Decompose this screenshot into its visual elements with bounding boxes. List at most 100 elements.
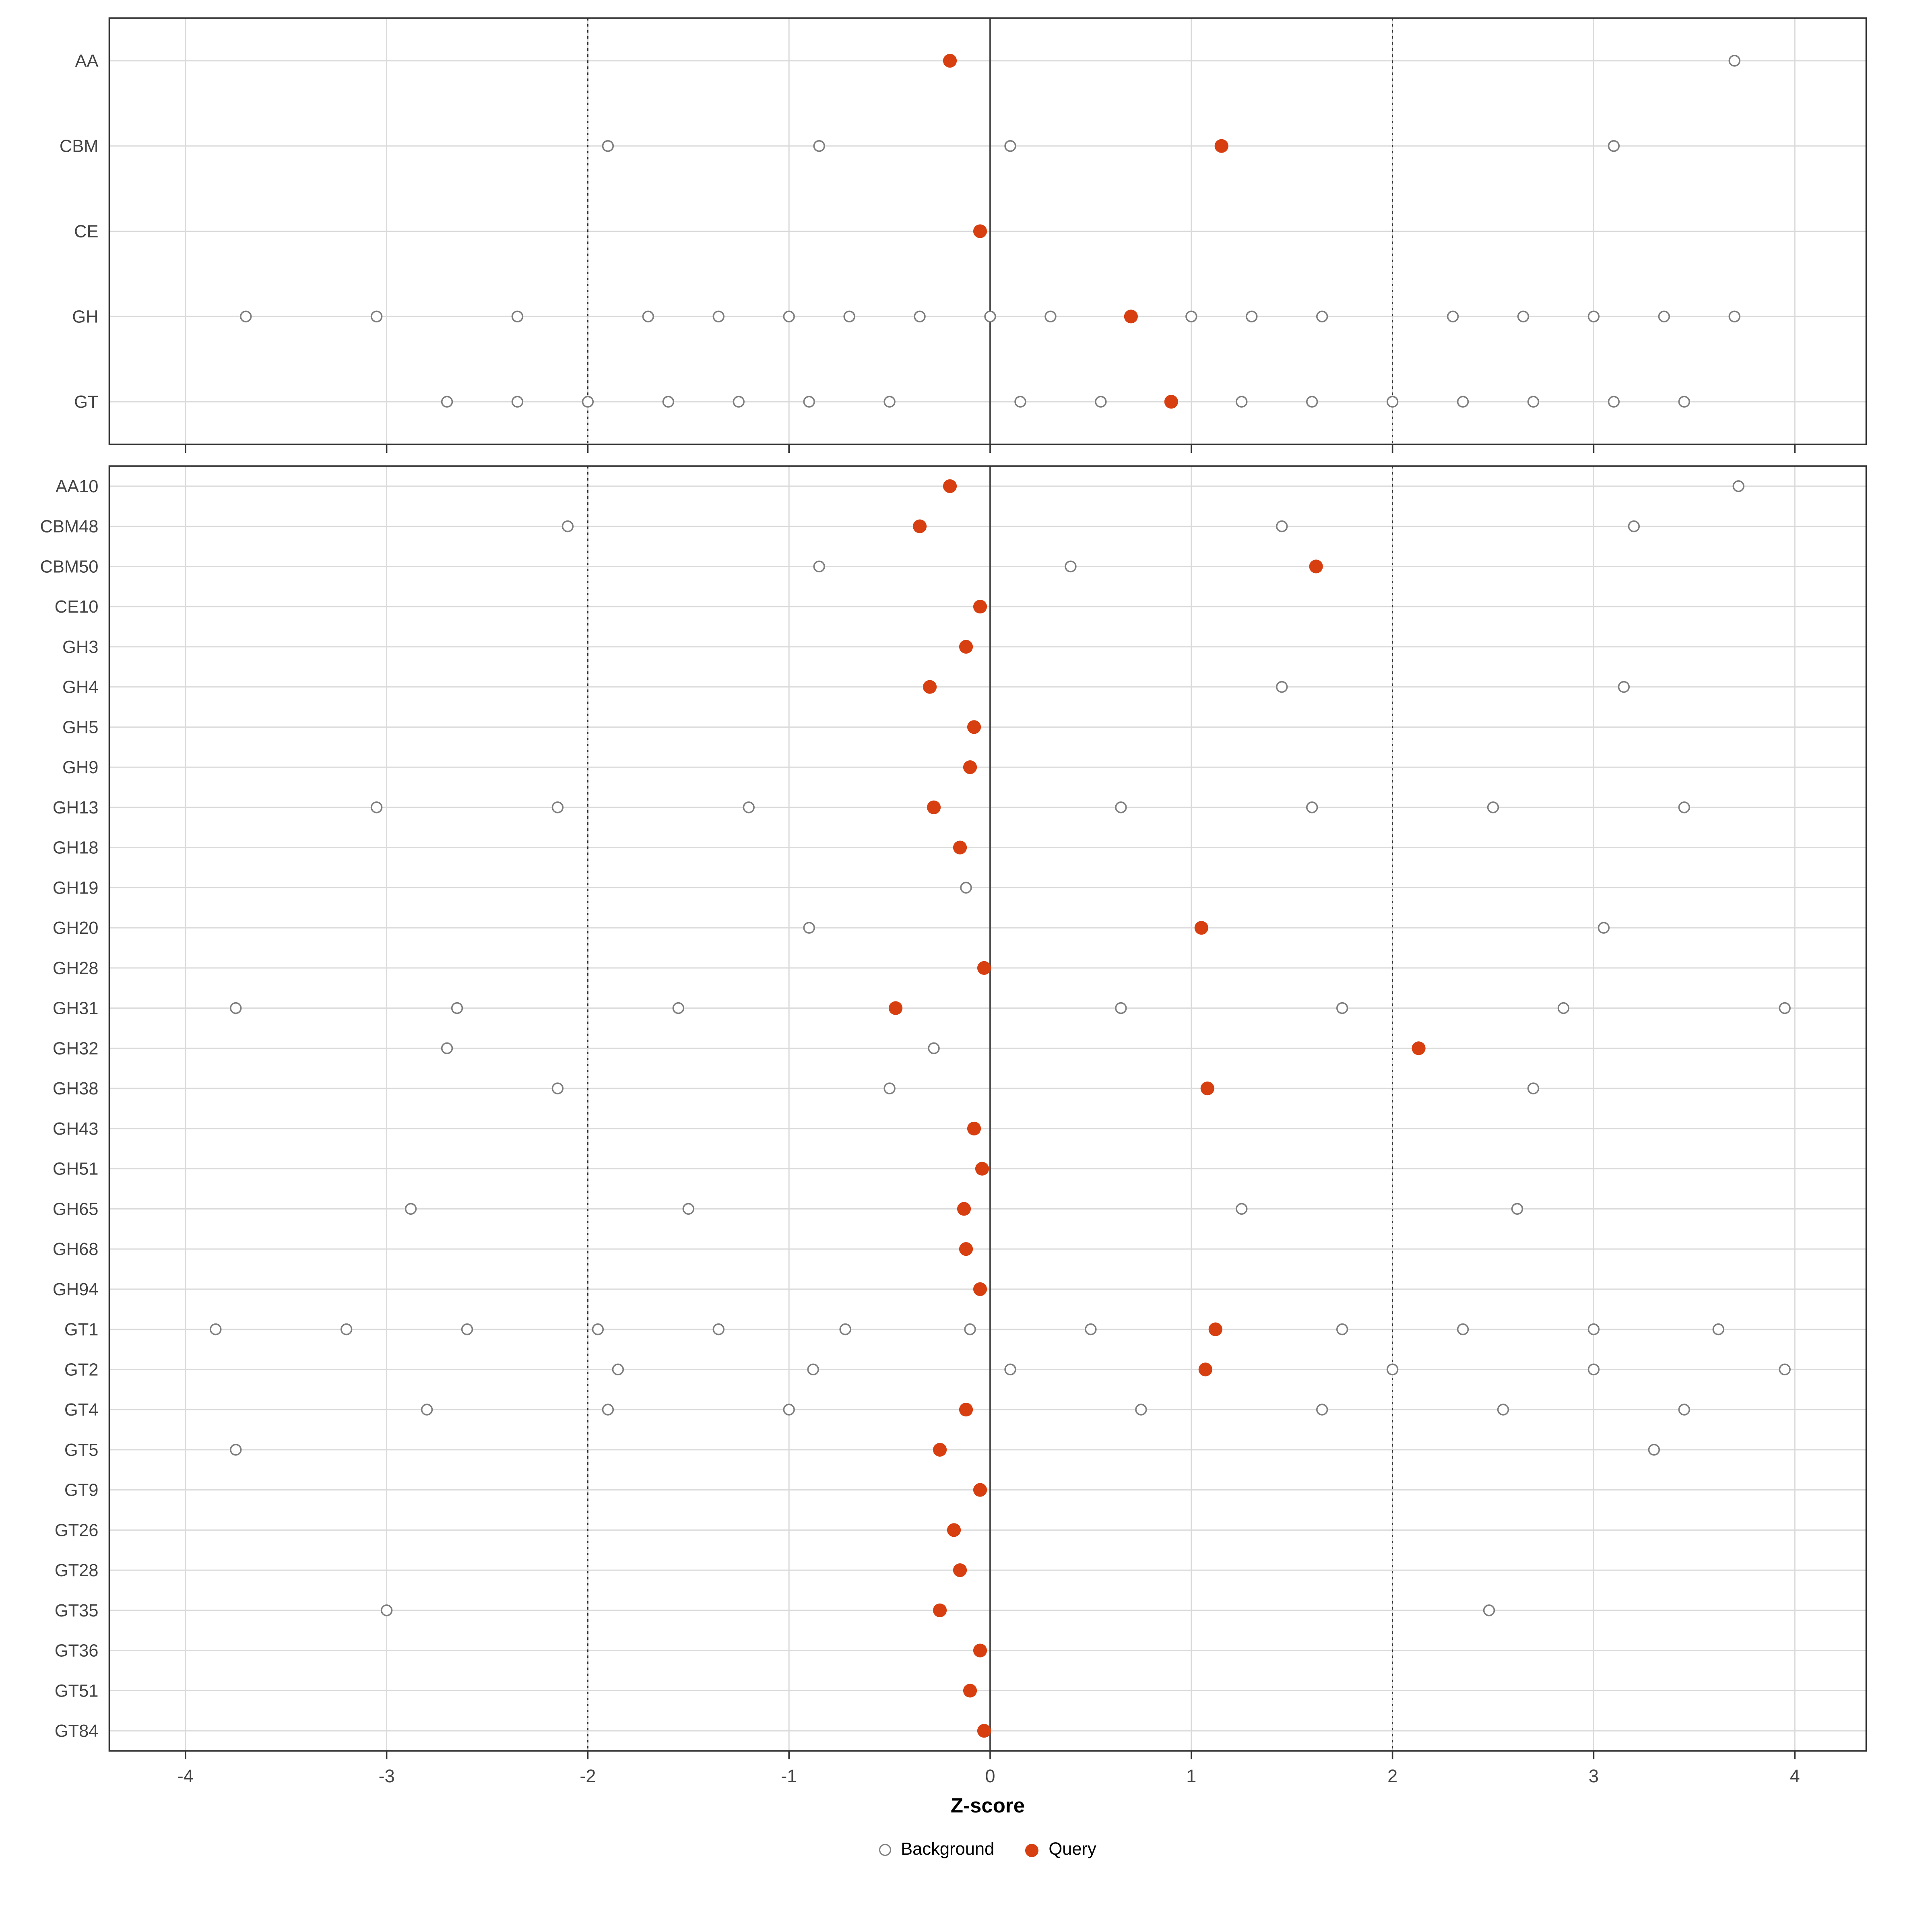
query-point [1208,1322,1222,1336]
background-point [672,1002,685,1014]
background-point [712,1323,724,1335]
background-point [511,310,524,323]
query-point [973,1643,987,1657]
y-axis-category-label: GH51 [53,1160,99,1179]
query-point [912,519,927,533]
background-point [642,310,654,323]
background-point [1557,1002,1570,1014]
y-axis-category-label: GH20 [53,919,99,938]
background-point [843,310,855,323]
background-point [783,1404,795,1416]
query-point [947,1523,961,1537]
background-point [1085,1323,1097,1335]
background-point [1115,801,1127,813]
query-point [977,1724,991,1738]
y-axis-category-label: GH65 [53,1199,99,1219]
y-axis-category-label: GT [74,392,98,412]
y-axis-category-label: GT84 [55,1721,99,1741]
background-point [1386,1363,1399,1376]
background-point [370,801,383,813]
background-point [1236,1203,1248,1215]
y-axis-category-label: GH3 [62,638,98,657]
background-point [1386,396,1399,408]
background-point [1728,310,1740,323]
background-point [1618,681,1630,693]
y-axis-category-label: GH13 [53,798,99,817]
background-point [1517,310,1530,323]
query-point [933,1443,947,1457]
background-point [1728,55,1740,67]
background-point [1457,396,1469,408]
background-point [551,801,564,813]
query-point [973,224,987,238]
background-point [783,310,795,323]
background-point [582,396,594,408]
query-point [1214,139,1228,153]
y-axis-category-label: GT26 [55,1521,99,1540]
background-point [1014,396,1026,408]
y-axis-category-label: AA [75,52,98,71]
query-point [959,1403,973,1417]
background-point [1135,1404,1147,1416]
y-axis-category-label: GH32 [53,1039,99,1058]
y-axis-category-label: GT51 [55,1681,99,1701]
query-point [1124,310,1138,324]
query-point [963,760,977,774]
background-point [984,310,996,323]
background-point [883,1082,896,1094]
background-point [1306,801,1318,813]
background-point [839,1323,851,1335]
query-point [973,1282,987,1296]
background-point [682,1203,694,1215]
x-axis-tick-label: -4 [178,1766,194,1786]
background-point [813,140,825,152]
background-point [1065,560,1077,573]
y-axis-category-label: GT9 [64,1481,99,1500]
background-point [602,1404,614,1416]
background-point [1447,310,1459,323]
y-axis-category-label: AA10 [56,477,98,496]
y-axis-category-label: GT28 [55,1561,99,1580]
background-point [1587,1323,1600,1335]
background-point [960,881,972,894]
background-point [803,922,815,934]
background-point [451,1002,463,1014]
background-point [370,310,383,323]
background-point [1732,480,1744,492]
x-axis-tick-label: 0 [985,1766,995,1786]
x-axis-tick-label: -2 [580,1766,596,1786]
query-point [959,640,973,654]
background-point [1306,396,1318,408]
background-point [1712,1323,1724,1335]
background-point [1115,1002,1127,1014]
y-axis-category-label: GT36 [55,1641,99,1661]
y-axis-category-label: GH18 [53,838,99,858]
query-point [975,1162,989,1176]
y-axis-category-label: GH28 [53,959,99,978]
query-point [1200,1082,1214,1096]
x-axis-tick-label: 4 [1790,1766,1800,1786]
background-point [733,396,745,408]
background-point [1276,520,1288,533]
query-point [1198,1362,1212,1377]
query-point [933,1603,947,1617]
background-point [441,1042,453,1055]
query-point [953,840,967,855]
background-point [1487,801,1499,813]
background-point [1316,1404,1328,1416]
background-point [210,1323,222,1335]
background-point [511,396,524,408]
background-point [883,396,896,408]
query-point [943,54,957,68]
y-axis-category-label: GH38 [53,1079,99,1098]
background-point [1185,310,1197,323]
y-axis-category-label: GT35 [55,1601,99,1620]
background-point [1316,310,1328,323]
background-point [813,560,825,573]
y-axis-category-label: GH43 [53,1119,99,1139]
y-axis-category-label: CBM [60,137,99,156]
background-point [461,1323,473,1335]
query-point [927,800,941,814]
open-circle-icon [879,1844,892,1856]
